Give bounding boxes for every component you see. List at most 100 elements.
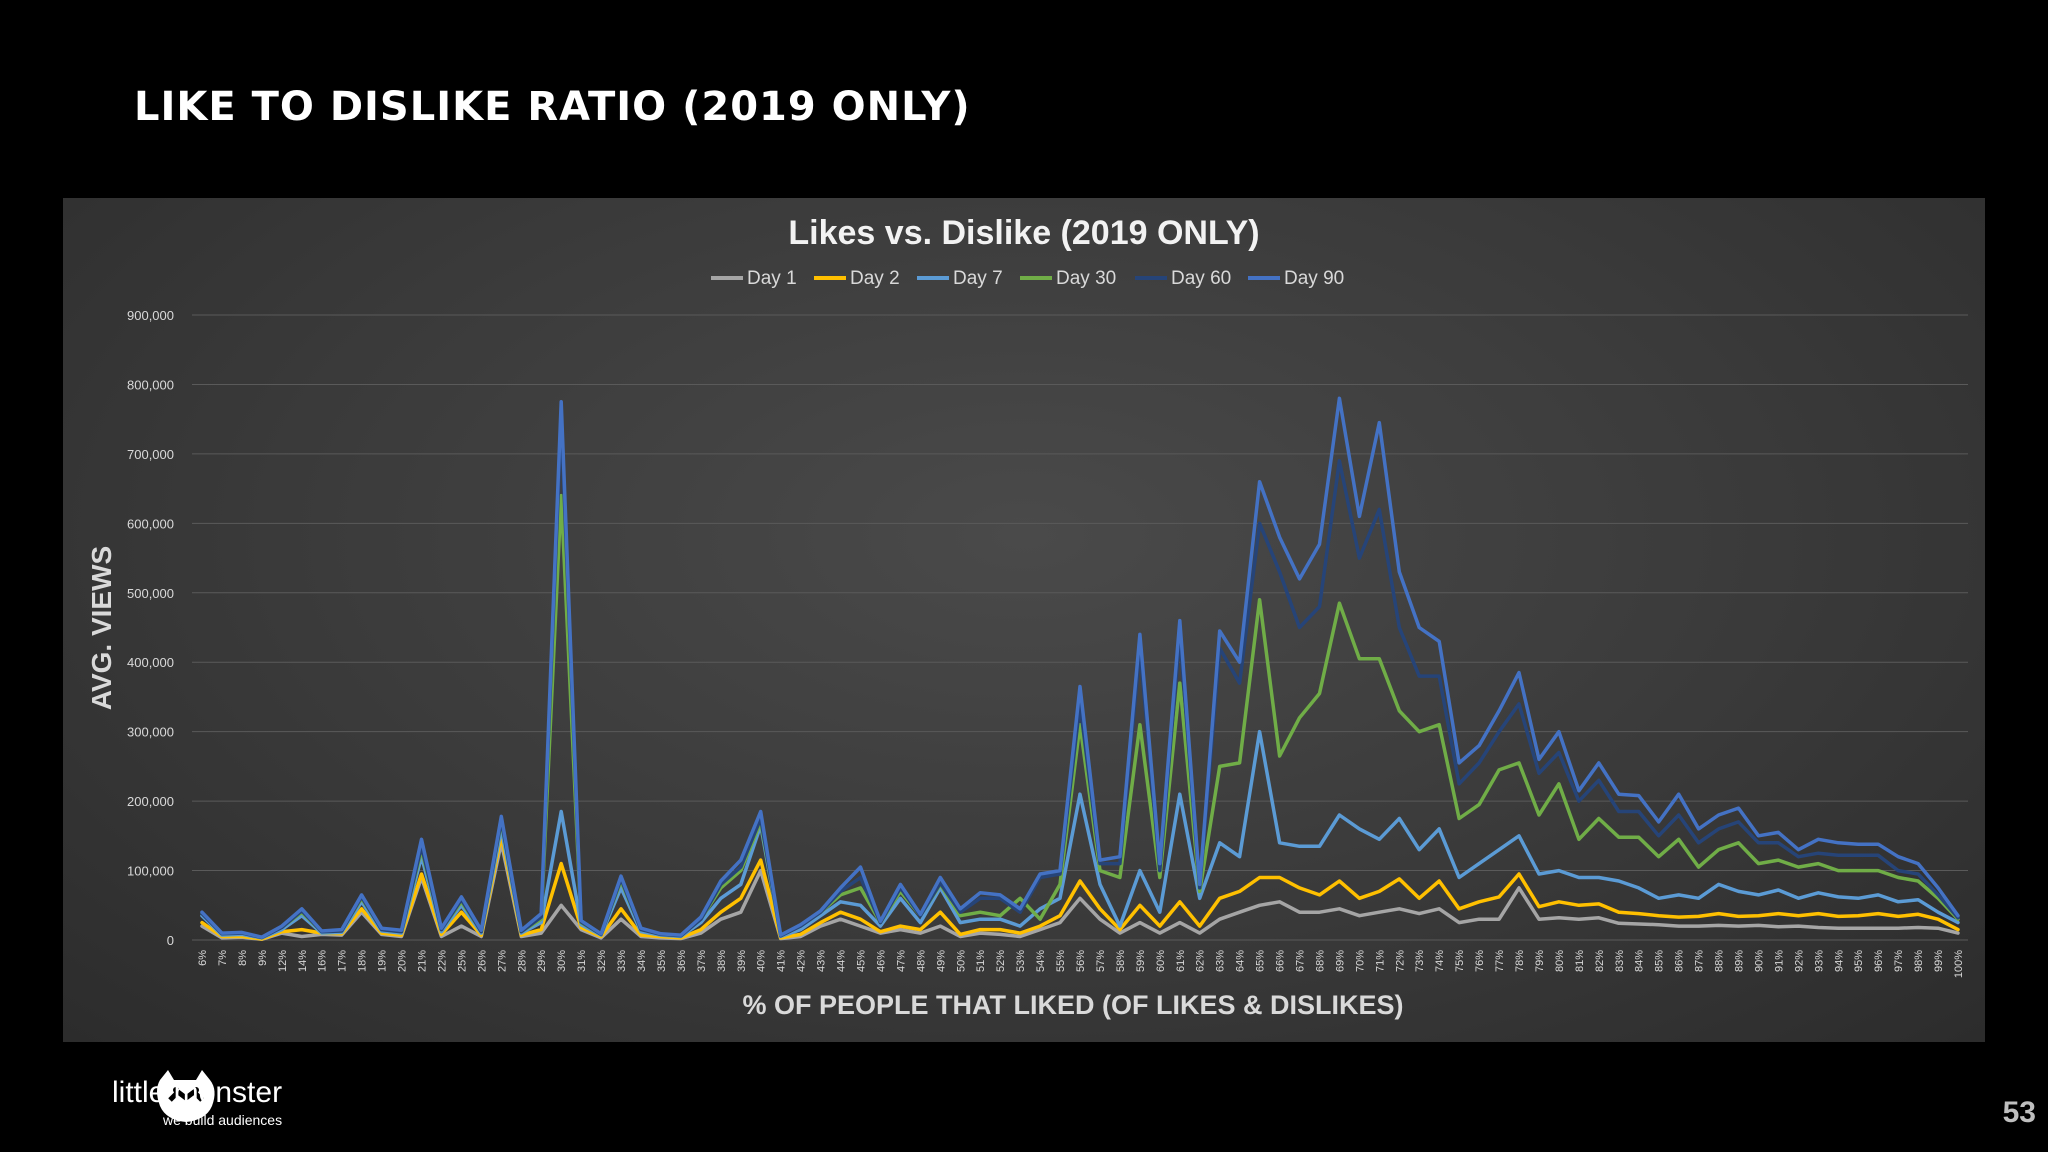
x-tick-label: 54% — [1035, 950, 1047, 972]
x-tick-label: 44% — [836, 950, 848, 972]
x-axis-ticks: 6% 7% 8% 9% 12% 14% 16% 17% 18% 19% 20% 21% 22% 25% 26… — [197, 950, 1965, 978]
x-tick-label: 21% — [416, 950, 428, 972]
x-tick-label: 26% — [476, 950, 488, 972]
brand-logo — [157, 1070, 215, 1122]
x-tick-label: 32% — [596, 950, 608, 972]
chart-legend: Day 1 Day 2 Day 7 Day 30 Day 60 Day 90 — [711, 268, 1344, 289]
x-axis-label: % OF PEOPLE THAT LIKED (OF LIKES & DISLI… — [742, 990, 1403, 1020]
legend-item: Day 7 — [917, 268, 1003, 289]
x-tick-label: 48% — [915, 950, 927, 972]
y-tick-label: 100,000 — [127, 864, 174, 879]
x-tick-label: 94% — [1833, 950, 1845, 972]
x-tick-label: 81% — [1574, 950, 1586, 972]
y-tick-label: 200,000 — [127, 794, 174, 809]
x-tick-label: 38% — [716, 950, 728, 972]
legend-item: Day 2 — [814, 268, 900, 289]
x-tick-label: 33% — [616, 950, 628, 972]
x-tick-label: 78% — [1514, 950, 1526, 972]
x-tick-label: 31% — [576, 950, 588, 972]
x-tick-label: 84% — [1634, 950, 1646, 972]
y-tick-label: 800,000 — [127, 377, 174, 392]
legend-item: Day 1 — [711, 268, 797, 289]
y-tick-label: 600,000 — [127, 516, 174, 531]
x-tick-label: 18% — [357, 950, 369, 972]
x-tick-label: 41% — [776, 950, 788, 972]
x-tick-label: 55% — [1055, 950, 1067, 972]
legend-item: Day 30 — [1020, 268, 1116, 289]
x-tick-label: 60% — [1155, 950, 1167, 972]
legend-label: Day 90 — [1284, 268, 1344, 289]
y-tick-label: 300,000 — [127, 725, 174, 740]
x-tick-label: 47% — [895, 950, 907, 972]
x-tick-label: 88% — [1714, 950, 1726, 972]
x-tick-label: 14% — [297, 950, 309, 972]
x-tick-label: 87% — [1694, 950, 1706, 972]
x-tick-label: 90% — [1753, 950, 1765, 972]
chart-panel: Likes vs. Dislike (2019 ONLY) Day 1 Day 2… — [63, 198, 1985, 1042]
x-tick-label: 71% — [1374, 950, 1386, 972]
x-tick-label: 40% — [756, 950, 768, 972]
x-tick-label: 95% — [1853, 950, 1865, 972]
brand-tagline: we build audiences — [163, 1112, 283, 1128]
page-number: 53 — [2002, 1096, 2036, 1129]
x-tick-label: 74% — [1434, 950, 1446, 972]
x-tick-label: 72% — [1394, 950, 1406, 972]
x-tick-label: 80% — [1554, 950, 1566, 972]
x-tick-label: 34% — [636, 950, 648, 972]
grid-lines — [192, 314, 1968, 941]
x-tick-label: 29% — [536, 950, 548, 972]
x-tick-label: 61% — [1175, 950, 1187, 972]
x-tick-label: 56% — [1075, 950, 1087, 972]
x-tick-label: 12% — [277, 950, 289, 972]
x-tick-label: 53% — [1015, 950, 1027, 972]
line-chart: Likes vs. Dislike (2019 ONLY) Day 1 Day 2… — [86, 214, 1968, 1020]
x-tick-label: 37% — [696, 950, 708, 972]
x-tick-label: 68% — [1314, 950, 1326, 972]
x-tick-label: 83% — [1614, 950, 1626, 972]
x-tick-label: 66% — [1275, 950, 1287, 972]
x-tick-label: 57% — [1095, 950, 1107, 972]
x-tick-label: 65% — [1255, 950, 1267, 972]
x-tick-label: 17% — [337, 950, 349, 972]
y-tick-label: 400,000 — [127, 655, 174, 670]
x-tick-label: 46% — [875, 950, 887, 972]
x-tick-label: 58% — [1115, 950, 1127, 972]
x-tick-label: 91% — [1773, 950, 1785, 972]
legend-label: Day 2 — [850, 268, 900, 289]
x-tick-label: 77% — [1494, 950, 1506, 972]
x-tick-label: 73% — [1414, 950, 1426, 972]
x-tick-label: 89% — [1734, 950, 1746, 972]
x-tick-label: 28% — [516, 950, 528, 972]
x-tick-label: 100% — [1953, 950, 1965, 978]
y-tick-label: 900,000 — [127, 308, 174, 323]
x-tick-label: 67% — [1295, 950, 1307, 972]
x-tick-label: 63% — [1215, 950, 1227, 972]
x-tick-label: 75% — [1454, 950, 1466, 972]
x-tick-label: 82% — [1594, 950, 1606, 972]
legend-label: Day 1 — [747, 268, 797, 289]
y-tick-label: 0 — [167, 933, 174, 948]
y-axis-label: AVG. VIEWS — [86, 546, 117, 710]
legend-item: Day 60 — [1135, 268, 1231, 289]
x-tick-label: 25% — [456, 950, 468, 972]
x-tick-label: 27% — [496, 950, 508, 972]
x-tick-label: 99% — [1933, 950, 1945, 972]
x-tick-label: 35% — [656, 950, 668, 972]
x-tick-label: 8% — [237, 950, 249, 966]
x-tick-label: 39% — [736, 950, 748, 972]
x-tick-label: 97% — [1893, 950, 1905, 972]
series-lines — [200, 396, 1960, 942]
x-tick-label: 7% — [217, 950, 229, 966]
x-tick-label: 85% — [1654, 950, 1666, 972]
legend-label: Day 60 — [1171, 268, 1231, 289]
x-tick-label: 49% — [935, 950, 947, 972]
x-tick-label: 20% — [397, 950, 409, 972]
legend-label: Day 30 — [1056, 268, 1116, 289]
slide-title: LIKE TO DISLIKE RATIO (2019 ONLY) — [134, 84, 971, 130]
series-line-day-90 — [200, 396, 1960, 939]
x-tick-label: 50% — [955, 950, 967, 972]
x-tick-label: 36% — [676, 950, 688, 972]
x-tick-label: 59% — [1135, 950, 1147, 972]
x-tick-label: 45% — [855, 950, 867, 972]
x-tick-label: 62% — [1195, 950, 1207, 972]
